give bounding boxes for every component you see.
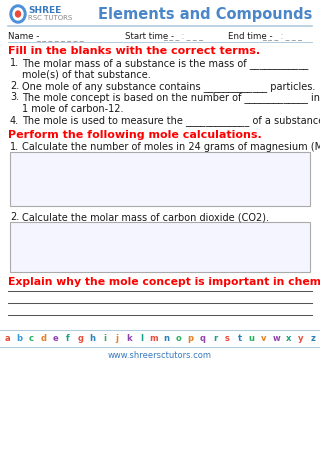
Text: j: j [116,334,119,343]
Text: s: s [225,334,230,343]
Text: Start time -: Start time - [125,32,174,41]
Text: Name -: Name - [8,32,39,41]
Text: Calculate the molar mass of carbon dioxide (CO2).: Calculate the molar mass of carbon dioxi… [22,212,269,222]
Text: Calculate the number of moles in 24 grams of magnesium (Mg).: Calculate the number of moles in 24 gram… [22,142,320,152]
Text: f: f [66,334,70,343]
Text: x: x [286,334,291,343]
Text: e: e [53,334,59,343]
Text: 1 mole of carbon-12.: 1 mole of carbon-12. [22,104,124,114]
Ellipse shape [10,5,26,23]
Text: _ _ _ : _ _ _: _ _ _ : _ _ _ [262,32,302,41]
Text: www.shreersctutors.com: www.shreersctutors.com [108,351,212,360]
Text: p: p [188,334,194,343]
Text: y: y [298,334,303,343]
Text: m: m [149,334,158,343]
Text: d: d [41,334,47,343]
Text: Perform the following mole calculations.: Perform the following mole calculations. [8,130,262,140]
Text: t: t [237,334,242,343]
Text: Explain why the mole concept is important in chemistry.: Explain why the mole concept is importan… [8,277,320,287]
Text: 2.: 2. [10,212,19,222]
Text: c: c [29,334,34,343]
Text: o: o [175,334,181,343]
Text: n: n [163,334,169,343]
Text: g: g [77,334,84,343]
Text: RSC TUTORS: RSC TUTORS [28,15,72,21]
Text: 1.: 1. [10,142,19,152]
Text: q: q [200,334,206,343]
Text: End time -: End time - [228,32,273,41]
Bar [10,152,310,206]
Text: i: i [103,334,107,343]
Text: b: b [16,334,22,343]
Text: The mole is used to measure the _____________ of a substance.: The mole is used to measure the ________… [22,115,320,126]
Ellipse shape [15,11,20,17]
Text: w: w [272,334,280,343]
Text: Elements and Compounds: Elements and Compounds [98,6,312,21]
Text: v: v [261,334,267,343]
Text: z: z [311,334,316,343]
Text: 2.: 2. [10,81,19,91]
Text: Fill in the blanks with the correct terms.: Fill in the blanks with the correct term… [8,46,260,56]
Text: l: l [140,334,143,343]
Text: One mole of any substance contains _____________ particles.: One mole of any substance contains _____… [22,81,316,92]
Bar [10,222,310,272]
Text: _ _ _ _ _ _ _ _: _ _ _ _ _ _ _ _ [36,32,84,41]
Text: The molar mass of a substance is the mass of ____________: The molar mass of a substance is the mas… [22,58,308,69]
Text: k: k [127,334,132,343]
Text: SHREE: SHREE [28,6,61,15]
Text: h: h [90,334,96,343]
Text: The mole concept is based on the number of _____________ in: The mole concept is based on the number … [22,93,320,103]
Text: _ _ _ : _ _ _: _ _ _ : _ _ _ [163,32,203,41]
Text: r: r [213,334,217,343]
Text: 1.: 1. [10,58,19,68]
Ellipse shape [13,8,23,20]
Text: 3.: 3. [10,93,19,102]
Text: 4.: 4. [10,115,19,125]
Text: a: a [4,334,10,343]
Text: u: u [249,334,255,343]
Text: mole(s) of that substance.: mole(s) of that substance. [22,69,151,80]
